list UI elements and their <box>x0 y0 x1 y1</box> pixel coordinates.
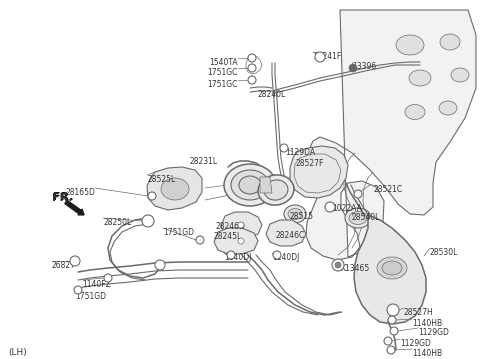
Text: 1140DJ: 1140DJ <box>224 253 252 262</box>
Text: FR.: FR. <box>52 193 72 203</box>
Polygon shape <box>290 146 348 198</box>
Text: 1140FZ: 1140FZ <box>82 280 111 289</box>
Ellipse shape <box>239 176 261 194</box>
Text: 1129GD: 1129GD <box>400 339 431 348</box>
Text: 28515: 28515 <box>289 212 313 221</box>
Circle shape <box>388 316 396 324</box>
Ellipse shape <box>440 34 460 50</box>
Text: 28530L: 28530L <box>430 248 458 257</box>
Text: K13465: K13465 <box>340 264 369 273</box>
Text: 1540TA: 1540TA <box>209 58 238 67</box>
Circle shape <box>390 327 398 335</box>
Circle shape <box>335 262 341 268</box>
Text: 28241F: 28241F <box>313 52 341 61</box>
Text: 28231L: 28231L <box>190 157 218 166</box>
Circle shape <box>155 260 165 270</box>
Text: 28527H: 28527H <box>404 308 434 317</box>
Text: 28527F: 28527F <box>296 159 324 168</box>
Circle shape <box>387 346 395 354</box>
Circle shape <box>70 256 80 266</box>
Circle shape <box>325 202 335 212</box>
FancyArrow shape <box>65 200 84 215</box>
Polygon shape <box>260 177 272 193</box>
Text: (LH): (LH) <box>8 348 27 357</box>
Text: 28525L: 28525L <box>147 175 175 184</box>
Ellipse shape <box>382 261 402 275</box>
Ellipse shape <box>377 257 407 279</box>
Text: 28240L: 28240L <box>257 90 285 99</box>
Polygon shape <box>354 215 426 324</box>
Text: 1751GD: 1751GD <box>163 228 194 237</box>
Circle shape <box>196 236 204 244</box>
Text: 1140HB: 1140HB <box>412 349 442 358</box>
Ellipse shape <box>451 68 469 82</box>
Polygon shape <box>306 10 476 260</box>
Ellipse shape <box>161 178 189 200</box>
Circle shape <box>248 54 256 62</box>
Text: 28246C: 28246C <box>276 231 305 240</box>
Circle shape <box>248 76 256 84</box>
Circle shape <box>227 251 235 259</box>
Circle shape <box>315 52 325 62</box>
Text: 28250L: 28250L <box>103 218 131 227</box>
Ellipse shape <box>288 209 302 219</box>
Text: 13396: 13396 <box>352 62 376 71</box>
Circle shape <box>148 192 156 200</box>
Ellipse shape <box>258 175 294 205</box>
Text: 1751GC: 1751GC <box>208 68 238 77</box>
Text: 28540L: 28540L <box>352 213 380 222</box>
Text: 28165D: 28165D <box>65 188 95 197</box>
Text: 1129DA: 1129DA <box>285 148 315 157</box>
Circle shape <box>349 64 357 72</box>
Circle shape <box>332 259 344 271</box>
Circle shape <box>387 304 399 316</box>
Ellipse shape <box>396 35 424 55</box>
Ellipse shape <box>349 211 367 224</box>
Circle shape <box>74 286 82 294</box>
Ellipse shape <box>409 70 431 86</box>
Circle shape <box>238 238 244 244</box>
Text: 1129GD: 1129GD <box>418 328 449 337</box>
Circle shape <box>384 337 392 345</box>
Ellipse shape <box>231 170 269 200</box>
Circle shape <box>104 274 112 282</box>
Polygon shape <box>147 167 202 210</box>
Text: 1751GD: 1751GD <box>75 292 106 301</box>
Circle shape <box>142 215 154 227</box>
Ellipse shape <box>284 205 306 223</box>
Circle shape <box>354 190 362 198</box>
Text: 28246D: 28246D <box>216 222 246 231</box>
Polygon shape <box>221 212 262 238</box>
Text: 1751GC: 1751GC <box>208 80 238 89</box>
Ellipse shape <box>439 101 457 115</box>
Text: 28245L: 28245L <box>214 232 242 241</box>
Polygon shape <box>214 228 258 254</box>
Text: 1140DJ: 1140DJ <box>272 253 300 262</box>
Text: 28521C: 28521C <box>373 185 402 194</box>
Text: 1140HB: 1140HB <box>412 319 442 328</box>
Text: FR.: FR. <box>53 192 73 202</box>
Polygon shape <box>266 220 306 246</box>
Ellipse shape <box>264 180 288 200</box>
Circle shape <box>248 64 256 72</box>
Ellipse shape <box>345 208 371 228</box>
Circle shape <box>280 144 288 152</box>
Circle shape <box>273 251 281 259</box>
Text: 26827: 26827 <box>52 261 76 270</box>
Circle shape <box>238 222 244 228</box>
Ellipse shape <box>405 104 425 120</box>
Text: 1022AA: 1022AA <box>332 204 362 213</box>
Ellipse shape <box>224 164 276 206</box>
